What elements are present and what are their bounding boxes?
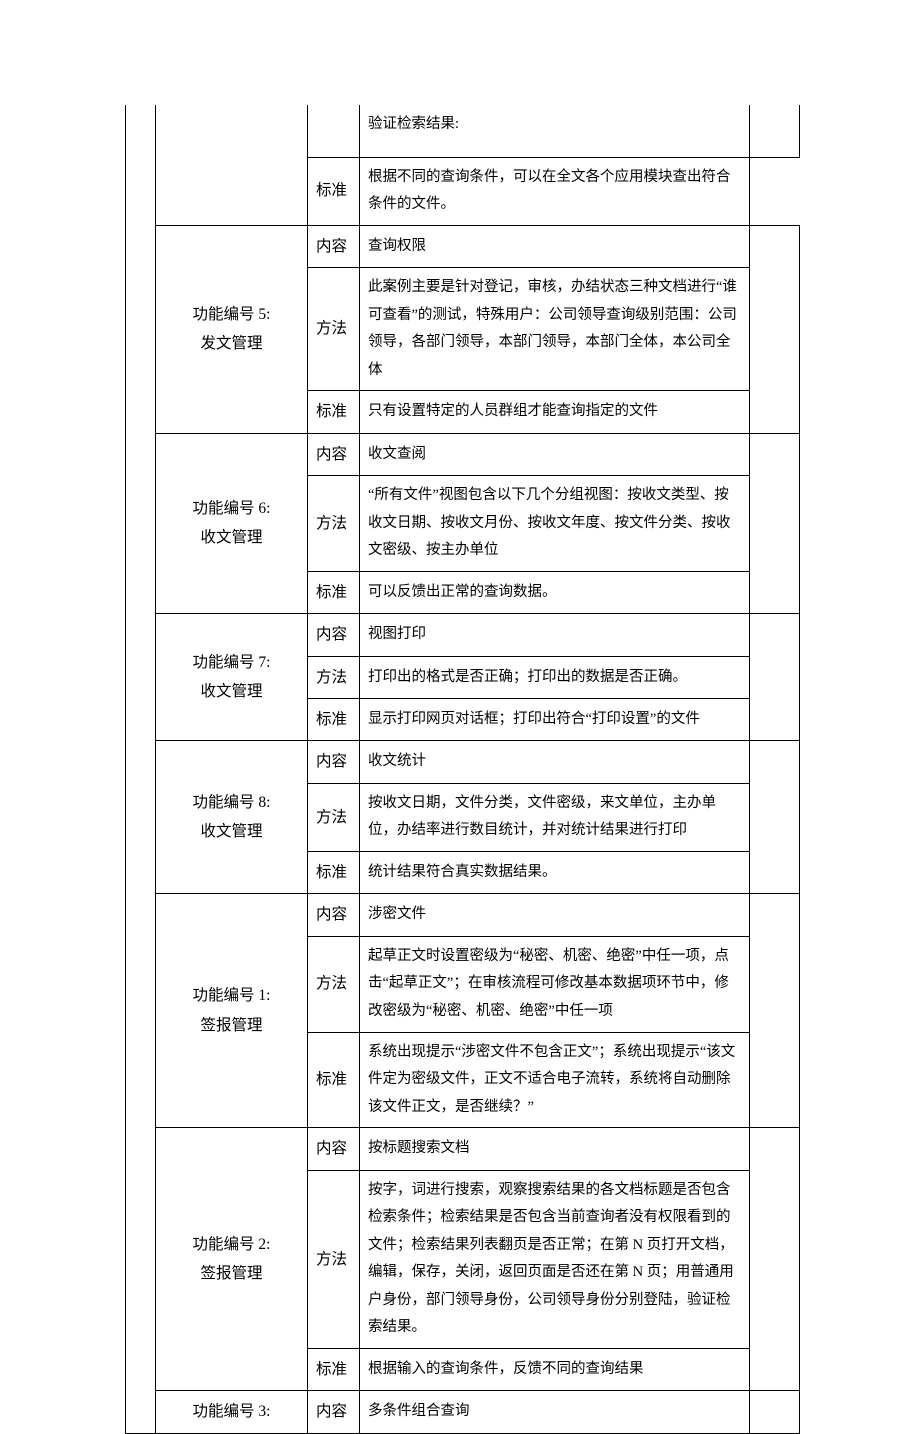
remark-cell	[750, 614, 800, 741]
description: 收文查阅	[360, 433, 750, 475]
description: 统计结果符合真实数据结果。	[360, 852, 750, 894]
description: 根据输入的查询条件，反馈不同的查询结果	[360, 1348, 750, 1390]
requirements-table: 验证检索结果:标准根据不同的查询条件，可以在全文各个应用模块查出符合条件的文件。…	[125, 105, 800, 1434]
table-row: 功能编号 5:发文管理内容查询权限	[126, 225, 800, 267]
description: 按标题搜索文档	[360, 1128, 750, 1170]
type-label	[308, 105, 360, 157]
function-title: 功能编号 3:	[156, 1391, 308, 1433]
remark-cell	[750, 741, 800, 894]
description: 显示打印网页对话框；打印出符合“打印设置”的文件	[360, 699, 750, 741]
function-title: 功能编号 1:签报管理	[156, 894, 308, 1128]
type-label: 方法	[308, 656, 360, 698]
description: 根据不同的查询条件，可以在全文各个应用模块查出符合条件的文件。	[360, 157, 750, 225]
type-label: 标准	[308, 157, 360, 225]
type-label: 方法	[308, 1170, 360, 1348]
table-row: 验证检索结果:	[126, 105, 800, 157]
type-label: 内容	[308, 225, 360, 267]
description: 涉密文件	[360, 894, 750, 936]
type-label: 方法	[308, 268, 360, 391]
type-label: 标准	[308, 699, 360, 741]
type-label: 内容	[308, 894, 360, 936]
remark-cell	[750, 894, 800, 1128]
type-label: 标准	[308, 391, 360, 433]
type-label: 方法	[308, 476, 360, 572]
description: “所有文件”视图包含以下几个分组视图：按收文类型、按收文日期、按收文月份、按收文…	[360, 476, 750, 572]
function-title: 功能编号 6:收文管理	[156, 433, 308, 614]
type-label: 内容	[308, 614, 360, 656]
description: 视图打印	[360, 614, 750, 656]
description: 此案例主要是针对登记，审核，办结状态三种文档进行“谁可查看”的测试，特殊用户：公…	[360, 268, 750, 391]
type-label: 方法	[308, 783, 360, 851]
type-label: 内容	[308, 433, 360, 475]
description: 查询权限	[360, 225, 750, 267]
remark-cell	[750, 1391, 800, 1433]
type-label: 标准	[308, 571, 360, 613]
type-label: 方法	[308, 936, 360, 1032]
description: 多条件组合查询	[360, 1391, 750, 1433]
description: 只有设置特定的人员群组才能查询指定的文件	[360, 391, 750, 433]
function-title: 功能编号 7:收文管理	[156, 614, 308, 741]
description: 按收文日期，文件分类，文件密级，来文单位，主办单位，办结率进行数目统计，并对统计…	[360, 783, 750, 851]
table-row: 功能编号 2:签报管理内容按标题搜索文档	[126, 1128, 800, 1170]
description: 按字，词进行搜索，观察搜索结果的各文档标题是否包含检索条件；检索结果是否包含当前…	[360, 1170, 750, 1348]
type-label: 内容	[308, 741, 360, 783]
type-label: 内容	[308, 1391, 360, 1433]
function-title: 功能编号 8:收文管理	[156, 741, 308, 894]
description: 系统出现提示“涉密文件不包含正文”；系统出现提示“该文件定为密级文件，正文不适合…	[360, 1032, 750, 1128]
function-title: 功能编号 5:发文管理	[156, 225, 308, 433]
type-label: 标准	[308, 1348, 360, 1390]
blank-col	[126, 105, 156, 1433]
table-row: 功能编号 7:收文管理内容视图打印	[126, 614, 800, 656]
description: 验证检索结果:	[360, 105, 750, 157]
table-row: 功能编号 3:内容多条件组合查询	[126, 1391, 800, 1433]
type-label: 内容	[308, 1128, 360, 1170]
remark-cell	[750, 1128, 800, 1391]
table-row: 功能编号 8:收文管理内容收文统计	[126, 741, 800, 783]
remark-cell	[750, 433, 800, 614]
remark-cell	[750, 105, 800, 157]
table-row: 功能编号 6:收文管理内容收文查阅	[126, 433, 800, 475]
function-title: 功能编号 2:签报管理	[156, 1128, 308, 1391]
description: 可以反馈出正常的查询数据。	[360, 571, 750, 613]
description: 起草正文时设置密级为“秘密、机密、绝密”中任一项，点击“起草正文”；在审核流程可…	[360, 936, 750, 1032]
description: 收文统计	[360, 741, 750, 783]
function-title	[156, 105, 308, 225]
description: 打印出的格式是否正确；打印出的数据是否正确。	[360, 656, 750, 698]
remark-cell	[750, 225, 800, 433]
type-label: 标准	[308, 852, 360, 894]
type-label: 标准	[308, 1032, 360, 1128]
table-row: 功能编号 1:签报管理内容涉密文件	[126, 894, 800, 936]
